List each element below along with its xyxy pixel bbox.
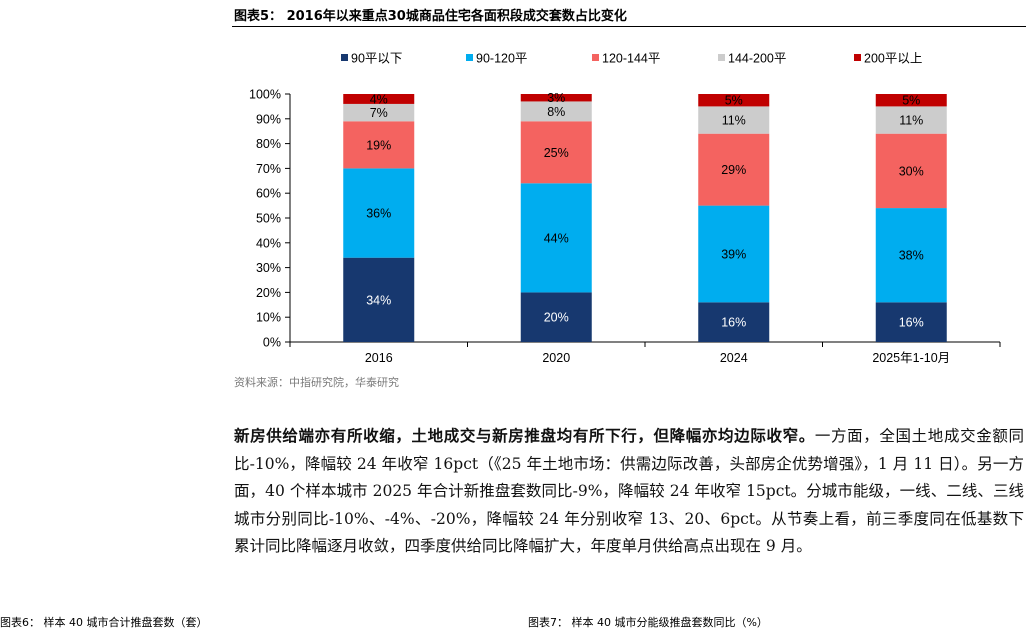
- data-label: 30%: [899, 164, 924, 178]
- data-label: 16%: [721, 316, 746, 330]
- data-label: 39%: [721, 247, 746, 261]
- y-tick-label: 30%: [256, 261, 281, 275]
- data-label: 34%: [366, 293, 391, 307]
- bar-segment: [343, 168, 415, 258]
- y-tick-label: 90%: [256, 112, 281, 126]
- y-tick-label: 0%: [263, 336, 281, 350]
- bar-segment: [343, 257, 415, 342]
- y-tick-label: 40%: [256, 236, 281, 250]
- bar-segment: [698, 133, 770, 206]
- x-tick-label: 2024: [720, 351, 748, 365]
- legend-swatch: [341, 54, 348, 61]
- legend-label: 144-200平: [728, 52, 786, 66]
- bar-segment: [875, 94, 947, 107]
- bar-segment: [875, 302, 947, 342]
- bar-segment: [520, 121, 592, 184]
- bar-segment: [698, 205, 770, 303]
- bar-segment: [520, 94, 592, 102]
- y-tick-label: 10%: [256, 311, 281, 325]
- bar-segment: [343, 103, 415, 122]
- stacked-bar-chart: 0% 10% 20% 30% 40% 50% 60% 70% 80% 90% 100% 34% 36% 1…: [249, 52, 1001, 365]
- data-label: 5%: [725, 94, 743, 108]
- y-tick-label: 100%: [249, 88, 281, 102]
- legend-swatch: [592, 54, 599, 61]
- bar-segment: [520, 101, 592, 122]
- data-label: 20%: [544, 311, 569, 325]
- legend-label: 120-144平: [602, 52, 660, 66]
- source-note: 资料来源：中指研究院，华泰研究: [234, 376, 399, 389]
- data-label: 4%: [370, 92, 388, 106]
- bar-segment: [875, 133, 947, 209]
- x-tick-label: 2025年1-10月: [872, 351, 950, 365]
- paragraph-body: 一方面，全国土地成交金额同比-10%，降幅较 24 年收窄 16pct（《25 …: [234, 427, 1024, 555]
- data-label: 16%: [899, 316, 924, 330]
- data-label: 38%: [899, 249, 924, 263]
- figure-title: 图表5： 2016年以来重点30城商品住宅各面积段成交套数占比变化: [234, 9, 627, 24]
- data-label: 3%: [547, 91, 565, 105]
- figure-7-caption: 图表7： 样本 40 城市分能级推盘套数同比（%）: [528, 616, 768, 629]
- data-label: 7%: [370, 106, 388, 120]
- data-label: 36%: [366, 207, 391, 221]
- bar-segment: [875, 106, 947, 134]
- bar-segment: [698, 106, 770, 134]
- x-tick-label: 2016: [365, 351, 393, 365]
- paragraph-lead: 新房供给端亦有所收缩，土地成交与新房推盘均有所下行，但降幅亦均边际收窄。: [234, 426, 815, 445]
- bar-segment: [520, 292, 592, 342]
- legend-swatch: [466, 54, 473, 61]
- data-label: 11%: [722, 114, 746, 128]
- data-label: 29%: [721, 163, 746, 177]
- body-paragraph: 新房供给端亦有所收缩，土地成交与新房推盘均有所下行，但降幅亦均边际收窄。一方面，…: [234, 422, 1024, 561]
- legend-label: 90-120平: [476, 52, 527, 66]
- data-label: 19%: [366, 138, 391, 152]
- legend-swatch: [854, 54, 861, 61]
- data-label: 11%: [899, 114, 923, 128]
- data-label: 25%: [544, 146, 569, 160]
- figure-6-caption: 图表6： 样本 40 城市合计推盘套数（套）: [0, 616, 208, 629]
- bar-segment: [698, 302, 770, 342]
- y-tick-label: 80%: [256, 137, 281, 151]
- bar-segment: [875, 208, 947, 303]
- legend-swatch: [718, 54, 725, 61]
- x-tick-label: 2020: [542, 351, 570, 365]
- data-label: 8%: [547, 105, 565, 119]
- legend-label: 200平以上: [864, 52, 922, 66]
- data-label: 5%: [902, 94, 920, 108]
- y-tick-label: 20%: [256, 286, 281, 300]
- bar-segment: [343, 94, 415, 104]
- data-label: 44%: [544, 231, 569, 245]
- legend-label: 90平以下: [351, 52, 402, 66]
- y-tick-label: 50%: [256, 212, 281, 226]
- y-tick-label: 60%: [256, 187, 281, 201]
- bar-segment: [520, 183, 592, 293]
- bar-segment: [343, 121, 415, 169]
- bar-segment: [698, 94, 770, 107]
- title-divider: [232, 26, 1026, 27]
- y-tick-label: 70%: [256, 162, 281, 176]
